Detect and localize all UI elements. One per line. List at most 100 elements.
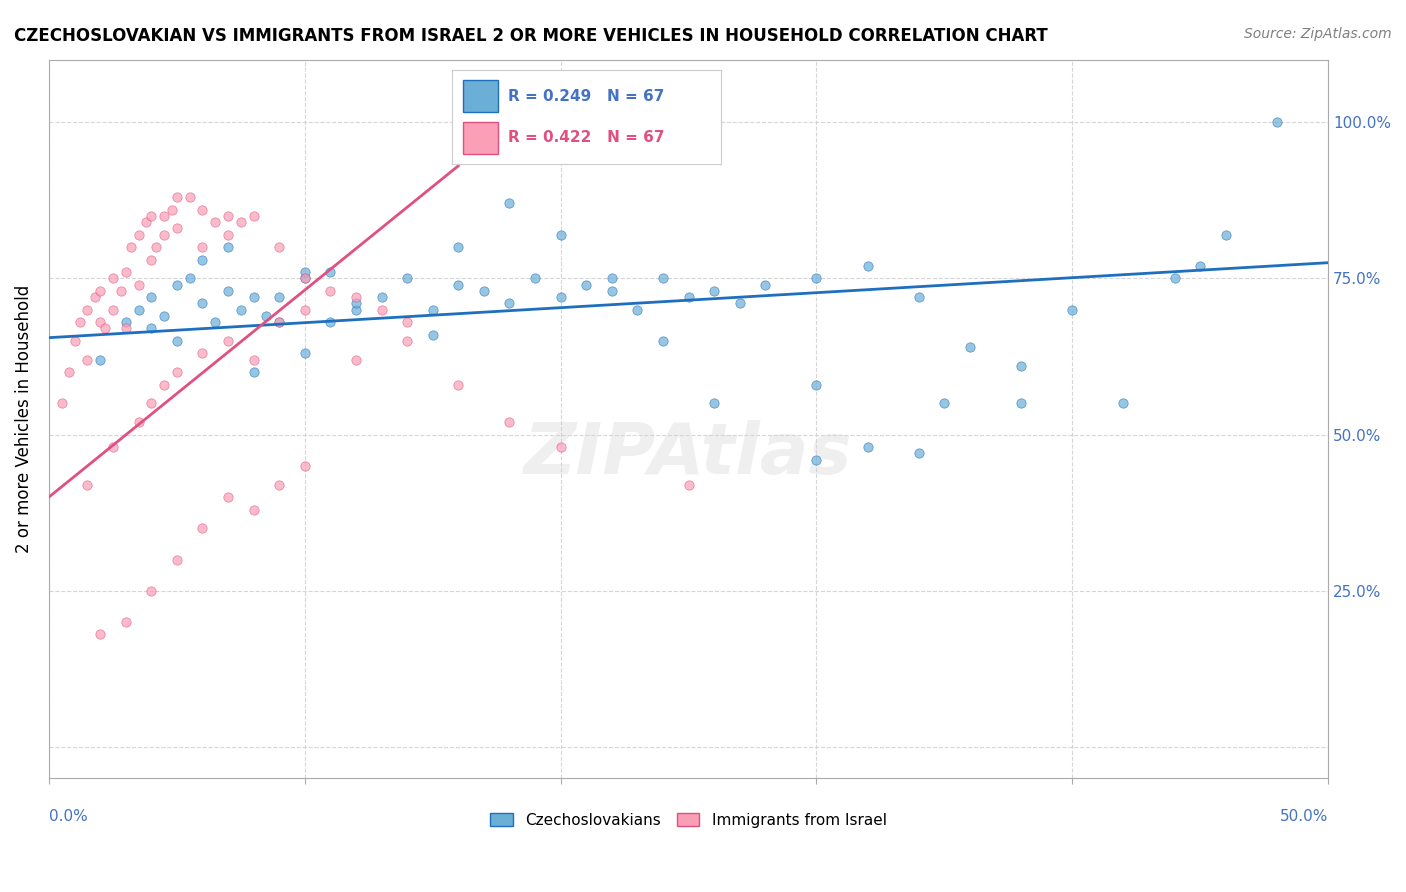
Point [166,334,188,348]
Point [89,352,111,367]
Point [217,490,239,504]
Point [141,209,163,223]
Point [242,290,264,304]
Point [141,396,163,410]
Point [217,227,239,242]
Point [191,346,214,360]
Point [101,271,124,285]
Text: 50.0%: 50.0% [1279,809,1329,824]
Point [51,396,73,410]
Point [217,284,239,298]
Point [396,334,419,348]
Point [217,209,239,223]
Point [396,315,419,329]
Point [269,315,291,329]
Point [128,277,150,292]
Point [89,284,111,298]
Point [934,396,956,410]
Point [135,215,157,229]
Point [856,440,879,454]
Point [89,627,111,641]
Point [89,315,111,329]
Point [166,277,188,292]
Point [110,284,132,298]
Point [128,415,150,429]
Point [242,365,264,379]
Point [1010,396,1032,410]
Point [101,440,124,454]
Point [959,340,981,354]
Point [1112,396,1135,410]
Point [294,458,316,473]
Point [153,377,176,392]
Point [179,190,201,204]
Point [191,252,214,267]
Point [396,271,419,285]
Point [806,452,828,467]
Point [550,440,572,454]
Point [319,284,342,298]
Point [166,190,188,204]
Point [422,327,444,342]
Point [728,296,751,310]
Point [1010,359,1032,373]
Point [114,321,136,335]
Point [69,315,91,329]
Point [217,240,239,254]
Point [806,377,828,392]
Point [447,377,470,392]
Point [524,271,547,285]
Point [153,227,176,242]
Point [191,202,214,217]
Point [160,202,183,217]
Point [101,302,124,317]
Point [217,334,239,348]
Point [128,302,150,317]
Point [269,477,291,491]
Point [294,271,316,285]
Point [242,502,264,516]
Point [166,221,188,235]
Point [856,259,879,273]
Point [344,302,367,317]
Point [754,277,776,292]
Point [114,615,136,629]
Point [652,271,675,285]
Point [94,321,117,335]
Point [1163,271,1185,285]
Point [191,521,214,535]
Point [907,290,929,304]
Point [294,302,316,317]
Point [242,209,264,223]
Point [370,290,392,304]
Point [550,227,572,242]
Point [652,334,675,348]
Point [294,346,316,360]
Point [58,365,80,379]
Point [76,477,98,491]
Point [153,209,176,223]
Point [600,271,623,285]
Point [703,396,725,410]
Point [269,240,291,254]
Point [76,302,98,317]
Point [179,271,201,285]
Point [319,315,342,329]
Point [141,290,163,304]
Point [76,352,98,367]
Point [84,290,107,304]
Point [114,315,136,329]
Point [575,277,598,292]
Point [242,352,264,367]
Point [498,196,520,211]
Point [678,477,700,491]
Point [141,583,163,598]
Point [550,290,572,304]
Point [498,415,520,429]
Point [344,296,367,310]
Point [498,296,520,310]
Point [447,277,470,292]
Point [1189,259,1212,273]
Text: ZIPAtlas: ZIPAtlas [524,420,853,490]
Point [319,265,342,279]
